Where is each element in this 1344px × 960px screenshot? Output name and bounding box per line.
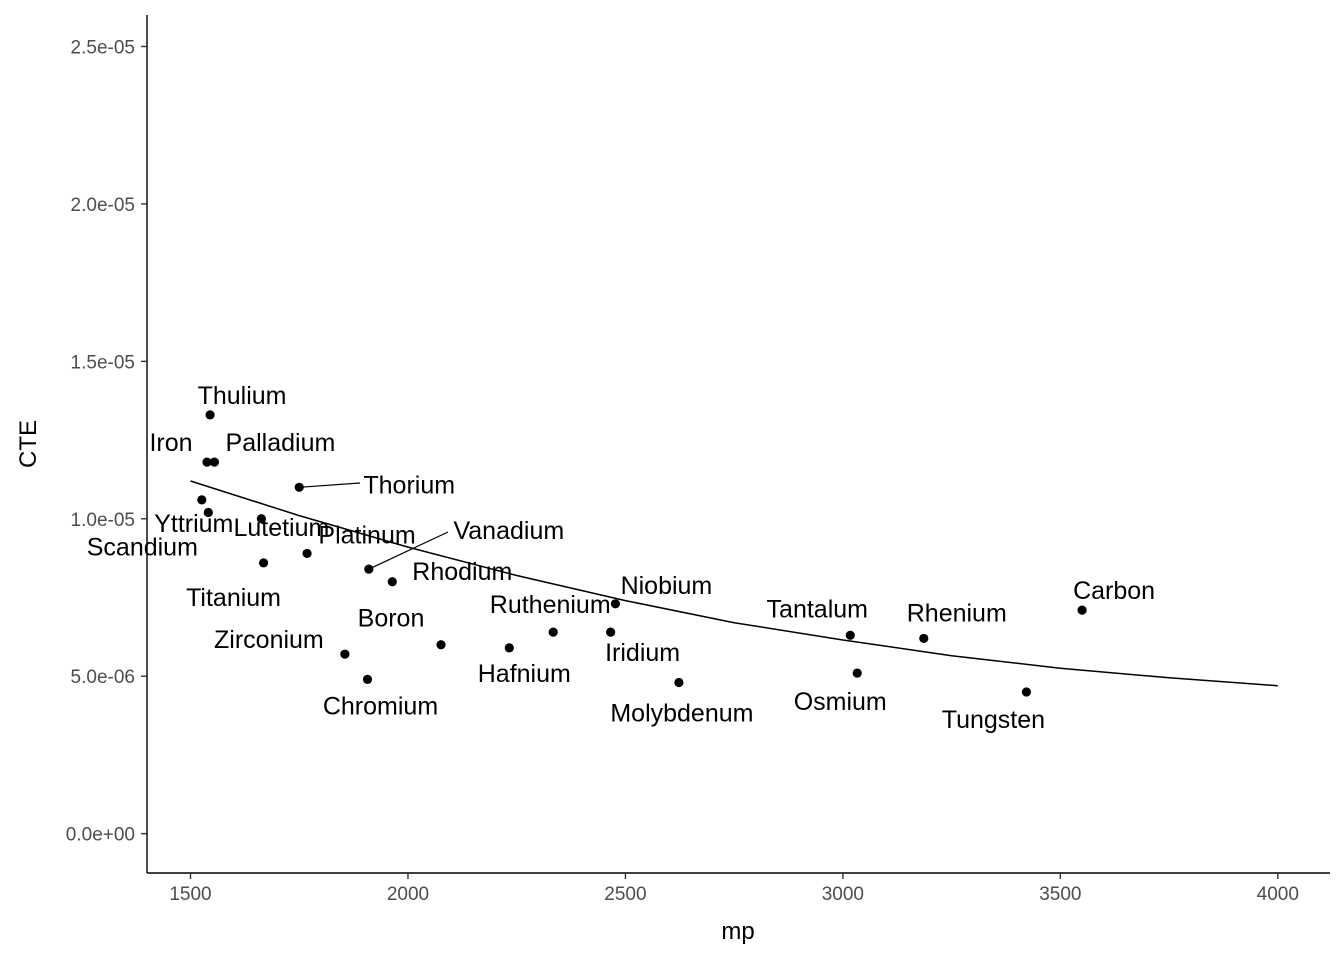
data-point-rhodium [387,577,397,587]
point-label-iron: Iron [149,429,192,457]
data-point-lutetium [256,514,266,524]
y-axis-title: CTE [15,420,42,468]
data-point-carbon [1077,605,1087,615]
point-label-ruthenium: Ruthenium [490,591,611,619]
axes-layer: 1500 2000 2500 3000 3500 4000 0.0e+00 5.0e-06 1.… [66,15,1330,905]
data-point-boron [436,640,446,650]
fit-line [190,480,1278,687]
data-point-scandium [203,507,213,518]
data-point-molybdenum [674,677,684,688]
point-label-rhenium: Rhenium [907,599,1007,627]
point-label-iridium: Iridium [605,639,680,667]
data-point-tantalum [845,630,855,640]
data-point-hafnium [504,643,514,653]
data-point-titanium [258,558,269,568]
x-axis-title: mp [721,918,754,945]
point-label-vanadium: Vanadium [453,517,564,545]
points-layer [197,410,1087,697]
y-tick-label: 2.5e-05 [71,37,135,58]
data-point-yttrium [197,495,207,505]
y-tick-label: 5.0e-06 [71,667,135,688]
data-point-iridium [606,627,616,637]
data-point-iron [202,457,212,467]
y-tick-label: 0.0e+00 [66,825,135,846]
point-label-thulium: Thulium [198,382,287,410]
point-label-tungsten: Tungsten [942,706,1045,734]
y-tick-label: 1.0e-05 [71,510,135,531]
y-tick-label: 2.0e-05 [71,195,135,216]
point-label-hafnium: Hafnium [478,660,571,688]
point-label-palladium: Palladium [226,429,336,457]
data-point-zirconium [340,649,350,659]
point-label-tantalum: Tantalum [767,595,868,623]
y-tick-label: 1.5e-05 [71,352,135,373]
data-point-thulium [205,410,215,420]
data-point-chromium [362,674,373,684]
data-point-ruthenium [548,627,558,637]
x-tick-label: 3000 [822,884,864,905]
fit-line-layer [190,480,1278,687]
data-point-tungsten [1021,687,1032,697]
point-label-titanium: Titanium [186,584,281,612]
x-tick-label: 4000 [1257,884,1299,905]
data-point-niobium [610,599,621,609]
point-label-niobium: Niobium [621,572,713,600]
point-label-molybdenum: Molybdenum [610,700,753,728]
point-label-zirconium: Zirconium [214,626,324,654]
x-tick-label: 3500 [1039,884,1081,905]
point-label-thorium: Thorium [363,471,455,499]
point-label-lutetium: Lutetium [233,514,329,542]
data-point-palladium [209,457,220,467]
data-point-osmium [852,668,862,678]
data-point-vanadium [364,564,374,574]
point-label-rhodium: Rhodium [412,558,512,586]
leader-line-thorium [299,482,361,488]
data-point-rhenium [919,633,929,644]
point-label-carbon: Carbon [1073,577,1155,605]
point-label-scandium: Scandium [87,533,198,561]
x-tick-label: 2500 [604,884,646,905]
leader-line-vanadium [368,531,449,570]
point-label-platinum: Platinum [318,521,415,549]
point-label-chromium: Chromium [323,692,438,720]
point-label-boron: Boron [358,605,425,633]
data-point-platinum [302,548,312,559]
x-tick-label: 1500 [169,884,211,905]
point-label-osmium: Osmium [794,688,887,716]
point-label-yttrium: Yttrium [154,510,233,538]
x-tick-label: 2000 [387,884,429,905]
